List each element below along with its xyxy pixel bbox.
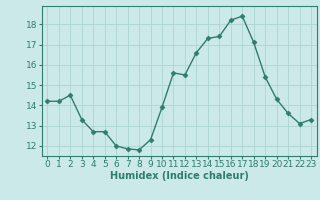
X-axis label: Humidex (Indice chaleur): Humidex (Indice chaleur) [110, 171, 249, 181]
